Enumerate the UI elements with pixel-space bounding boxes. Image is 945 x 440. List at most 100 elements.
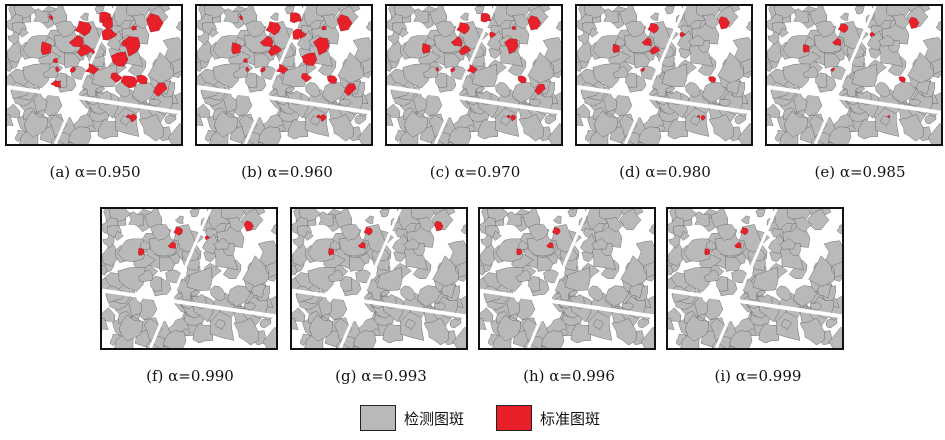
standard-patch	[504, 38, 519, 55]
detected-patch	[907, 52, 937, 84]
standard-patch	[110, 72, 123, 83]
detected-patch	[434, 302, 447, 311]
detected-patch	[387, 103, 401, 118]
standard-patch	[101, 27, 113, 41]
detected-patch	[767, 31, 780, 46]
detected-patch	[102, 307, 116, 322]
detected-patch	[927, 122, 941, 144]
detected-patch	[137, 269, 154, 282]
detected-patch	[322, 13, 342, 30]
legend-item-detected: 检测图斑	[360, 405, 464, 431]
detected-patch	[600, 259, 620, 279]
legend-item-standard: 标准图斑	[496, 405, 600, 431]
map-panel-a	[5, 4, 183, 146]
detected-patch	[577, 31, 590, 46]
road-line	[149, 209, 212, 348]
detected-patch	[887, 56, 907, 76]
detected-patch	[339, 98, 352, 107]
standard-patch	[734, 241, 742, 249]
detected-patch	[284, 6, 295, 14]
road-line	[244, 6, 307, 144]
detected-patch	[292, 240, 310, 267]
detected-patch	[752, 267, 779, 291]
standard-patch	[357, 241, 366, 249]
standard-patch	[326, 75, 338, 84]
detected-patch	[197, 113, 204, 127]
standard-patch	[48, 14, 54, 21]
standard-patch	[466, 64, 478, 74]
detected-patch	[725, 254, 742, 272]
detected-patch	[210, 285, 226, 302]
detected-patch	[638, 126, 662, 144]
detected-patch	[620, 255, 650, 287]
detected-patch	[413, 8, 429, 24]
detected-patch	[270, 224, 276, 235]
standard-patch	[802, 44, 810, 53]
detected-patch	[622, 302, 635, 311]
detected-patch	[7, 103, 21, 118]
standard-patch	[146, 13, 164, 33]
detected-patch	[186, 267, 213, 291]
detected-patch	[492, 230, 502, 241]
detected-patch	[807, 209, 830, 230]
detected-patch	[189, 209, 200, 218]
detected-patch	[782, 35, 813, 59]
detected-patch	[668, 240, 686, 267]
detected-patch	[758, 323, 780, 344]
detected-patch	[213, 237, 230, 250]
road-line	[480, 288, 654, 319]
caption-b: (b) α=0.960	[241, 163, 333, 181]
detected-patch	[767, 113, 774, 127]
detected-patch	[257, 240, 276, 267]
road-line	[767, 85, 941, 115]
detected-patch	[737, 122, 751, 144]
detected-patch	[327, 269, 344, 282]
detected-patch	[459, 12, 469, 21]
detected-patch	[42, 66, 59, 79]
detected-patch	[471, 63, 498, 88]
detected-patch	[197, 31, 210, 46]
standard-patch	[516, 248, 522, 256]
detected-patch	[387, 37, 405, 63]
detected-patch	[364, 215, 374, 224]
detected-patch	[227, 285, 252, 307]
detected-patch	[591, 237, 608, 250]
detected-patch	[805, 37, 816, 47]
detected-patch	[163, 330, 187, 348]
detected-patch	[768, 233, 790, 254]
detected-patch	[776, 285, 792, 302]
standard-patch	[869, 32, 876, 38]
standard-patch	[40, 41, 52, 55]
detected-patch	[755, 209, 766, 218]
detected-patch	[570, 323, 592, 344]
detected-patch	[810, 302, 823, 311]
standard-patch	[321, 25, 328, 31]
detected-patch	[836, 224, 842, 235]
road-line	[577, 85, 751, 115]
standard-patch	[126, 114, 131, 119]
detected-patch	[779, 237, 796, 250]
caption-c: (c) α=0.970	[429, 163, 521, 181]
detected-patch	[422, 66, 439, 79]
detected-patch	[495, 238, 526, 262]
detected-patch	[150, 223, 171, 241]
standard-patch	[546, 241, 554, 249]
detected-patch	[405, 319, 416, 331]
standard-patch	[74, 20, 92, 37]
detected-patch	[352, 37, 371, 63]
standard-patch	[708, 76, 717, 83]
detected-patch	[387, 113, 394, 127]
standard-patch	[85, 63, 100, 75]
detected-patch	[387, 61, 392, 72]
standard-patch	[205, 235, 211, 241]
detected-patch	[223, 8, 239, 24]
detected-patch	[732, 37, 751, 63]
standard-patch	[898, 76, 906, 83]
detected-patch	[132, 13, 152, 30]
detected-patch	[212, 63, 241, 89]
detected-patch	[506, 211, 522, 227]
standard-patch	[301, 52, 318, 66]
detected-patch	[815, 20, 836, 38]
detected-patch	[150, 276, 163, 292]
detected-patch	[403, 237, 420, 250]
